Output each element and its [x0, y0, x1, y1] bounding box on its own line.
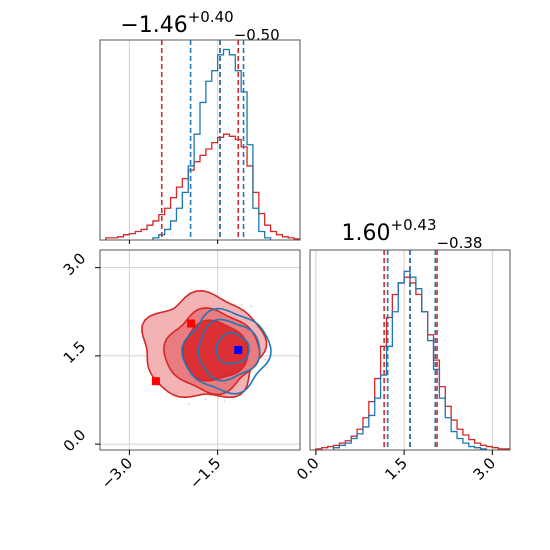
scatter-point	[223, 400, 226, 403]
scatter-point	[187, 403, 190, 406]
marginal-x-title: −1.46+0.40−0.50	[120, 8, 279, 44]
title-y-value: 1.60	[342, 221, 391, 246]
marginal-y-title: 1.60+0.43−0.38	[342, 216, 483, 252]
scatter-point	[240, 304, 243, 306]
contour-red-3	[182, 319, 249, 382]
title-x-value: −1.46	[120, 13, 187, 38]
x-tick-label: −1.5	[186, 454, 224, 492]
axes-frame	[309, 249, 511, 451]
title-x-plus: +0.40	[188, 8, 234, 26]
hist-y-red	[315, 276, 510, 450]
scatter-point	[264, 358, 267, 361]
marginal-x-panel	[99, 39, 301, 241]
x-tick-label: −3.0	[98, 454, 136, 492]
marginal-y-panel	[309, 249, 511, 451]
title-y-minus: −0.38	[436, 234, 482, 252]
title-y-plus: +0.43	[391, 216, 437, 234]
hist-x-red	[105, 133, 300, 240]
y-tick-label: 3.0	[60, 249, 90, 279]
title-x-minus: −0.50	[234, 26, 280, 44]
marginal-y-tick-label: 3.0	[470, 454, 500, 484]
scatter-point	[208, 394, 211, 397]
scatter-point	[250, 304, 253, 307]
marginal-y-tick-label: 0.0	[293, 454, 323, 484]
marginal-y-tick-label: 1.5	[381, 454, 411, 484]
contour-blue-3	[215, 331, 250, 365]
contour-blue-2	[197, 318, 261, 382]
marker-red-2	[151, 377, 160, 386]
y-tick-label: 1.5	[60, 338, 90, 368]
marker-blue-1	[234, 346, 243, 354]
marker-red-3	[187, 319, 196, 328]
joint-panel	[99, 249, 301, 451]
axes-frame	[99, 249, 301, 451]
hist-x-blue	[152, 48, 272, 240]
y-tick-label: 0.0	[60, 426, 90, 456]
scatter-point	[204, 398, 207, 401]
axes-frame	[99, 39, 301, 241]
contour-blue-1	[181, 307, 272, 395]
